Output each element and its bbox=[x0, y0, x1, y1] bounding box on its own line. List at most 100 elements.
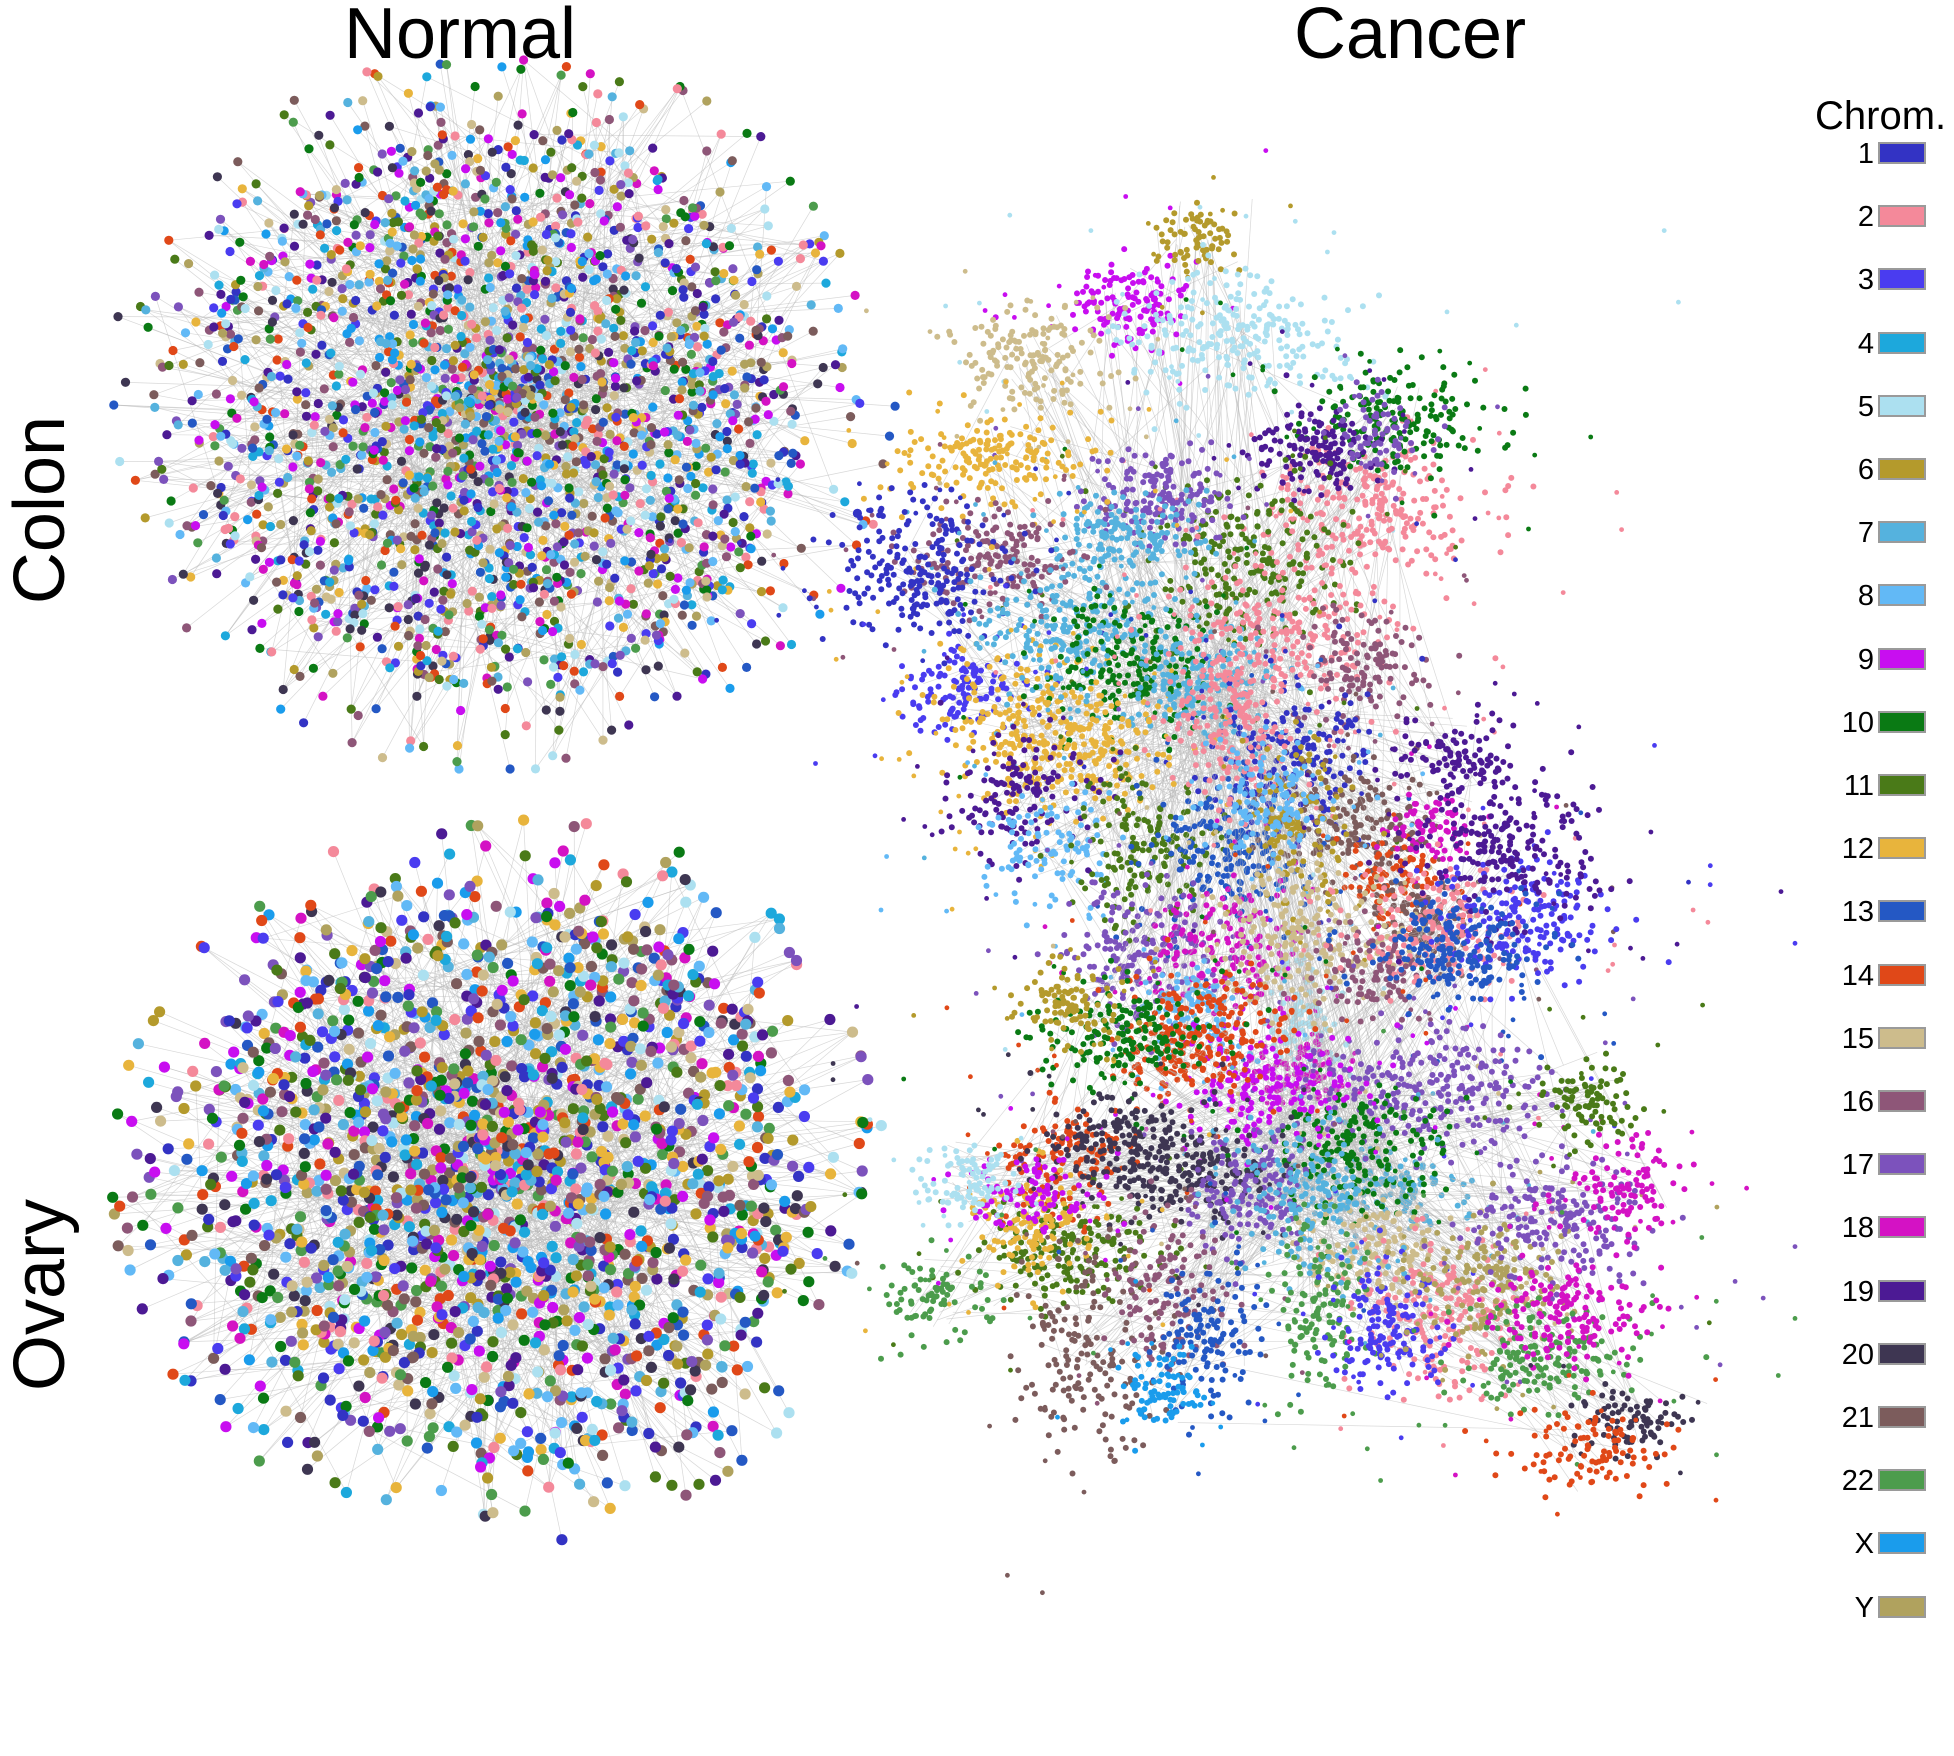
network-node bbox=[984, 409, 990, 414]
network-node bbox=[182, 521, 192, 531]
network-node bbox=[450, 391, 460, 401]
network-node bbox=[1264, 383, 1270, 389]
network-node bbox=[1192, 226, 1198, 233]
network-node bbox=[309, 623, 319, 633]
network-node bbox=[625, 483, 635, 493]
network-node bbox=[225, 329, 236, 339]
network-node bbox=[1216, 374, 1223, 381]
network-node bbox=[396, 290, 407, 300]
network-node bbox=[618, 112, 628, 122]
network-node bbox=[614, 596, 625, 606]
network-node bbox=[150, 402, 160, 412]
network-node bbox=[273, 334, 283, 344]
network-node bbox=[551, 519, 561, 529]
network-node bbox=[628, 234, 638, 245]
network-node bbox=[1261, 338, 1268, 345]
network-node bbox=[669, 364, 679, 374]
network-node bbox=[560, 395, 570, 405]
network-node bbox=[194, 435, 204, 445]
network-node bbox=[333, 609, 343, 619]
network-node bbox=[575, 314, 585, 324]
network-node bbox=[324, 286, 334, 297]
network-node bbox=[1220, 207, 1225, 213]
network-node bbox=[487, 592, 497, 602]
network-node bbox=[1502, 487, 1509, 494]
network-node bbox=[303, 322, 313, 333]
network-node bbox=[1284, 321, 1291, 328]
network-node bbox=[115, 456, 125, 467]
network-node bbox=[646, 549, 656, 560]
network-node bbox=[786, 458, 796, 468]
network-node bbox=[465, 342, 475, 352]
network-node bbox=[1230, 311, 1237, 318]
network-node bbox=[271, 408, 281, 418]
network-node bbox=[491, 177, 501, 187]
network-node bbox=[408, 319, 419, 330]
network-node bbox=[441, 391, 451, 401]
network-node bbox=[249, 595, 259, 605]
network-node bbox=[210, 270, 220, 280]
network-node bbox=[701, 576, 711, 586]
network-node bbox=[690, 211, 700, 221]
network-node bbox=[577, 193, 587, 203]
network-node bbox=[405, 330, 415, 340]
network-node bbox=[587, 334, 598, 345]
network-node bbox=[1082, 308, 1089, 315]
network-node bbox=[329, 203, 340, 213]
network-node bbox=[313, 474, 323, 484]
network-node bbox=[364, 277, 374, 287]
network-node bbox=[282, 359, 292, 370]
network-node bbox=[1293, 353, 1300, 360]
network-node bbox=[564, 129, 574, 139]
network-node bbox=[788, 448, 798, 458]
network-node bbox=[298, 219, 308, 229]
network-node bbox=[1233, 306, 1240, 312]
network-node bbox=[351, 295, 361, 306]
network-node bbox=[1149, 328, 1156, 335]
network-node bbox=[1095, 288, 1102, 295]
network-node bbox=[1056, 283, 1062, 289]
network-node bbox=[257, 618, 267, 629]
network-node bbox=[370, 585, 380, 595]
network-node bbox=[796, 543, 806, 553]
network-node bbox=[414, 472, 424, 482]
network-node bbox=[598, 735, 608, 745]
network-node bbox=[1341, 494, 1348, 501]
network-node bbox=[469, 207, 479, 217]
network-node bbox=[496, 246, 506, 256]
network-node bbox=[590, 659, 600, 669]
network-edge bbox=[191, 273, 535, 402]
network-node bbox=[484, 574, 495, 584]
network-node bbox=[518, 474, 528, 484]
network-node bbox=[410, 166, 420, 176]
network-node bbox=[1252, 333, 1259, 340]
network-node bbox=[1237, 296, 1244, 303]
network-node bbox=[487, 603, 497, 614]
network-node bbox=[787, 358, 797, 369]
network-node bbox=[1196, 433, 1202, 438]
network-node bbox=[719, 268, 729, 279]
network-node bbox=[631, 271, 641, 281]
network-edge bbox=[302, 119, 610, 324]
network-node bbox=[433, 626, 443, 636]
network-node bbox=[407, 147, 417, 157]
network-node bbox=[1342, 360, 1349, 367]
network-node bbox=[583, 232, 593, 242]
network-node bbox=[180, 328, 191, 338]
network-node bbox=[631, 643, 641, 653]
network-node bbox=[1224, 361, 1231, 368]
network-node bbox=[520, 407, 530, 417]
network-node bbox=[1144, 297, 1151, 304]
network-node bbox=[409, 230, 419, 240]
network-node bbox=[457, 295, 467, 305]
network-node bbox=[294, 556, 304, 566]
network-node bbox=[710, 267, 720, 277]
network-node bbox=[729, 275, 739, 285]
network-node bbox=[517, 612, 527, 622]
network-node bbox=[1263, 332, 1270, 339]
network-node bbox=[623, 168, 634, 178]
network-node bbox=[299, 718, 309, 728]
network-node bbox=[605, 621, 615, 631]
network-node bbox=[315, 560, 325, 570]
network-node bbox=[1240, 365, 1247, 372]
